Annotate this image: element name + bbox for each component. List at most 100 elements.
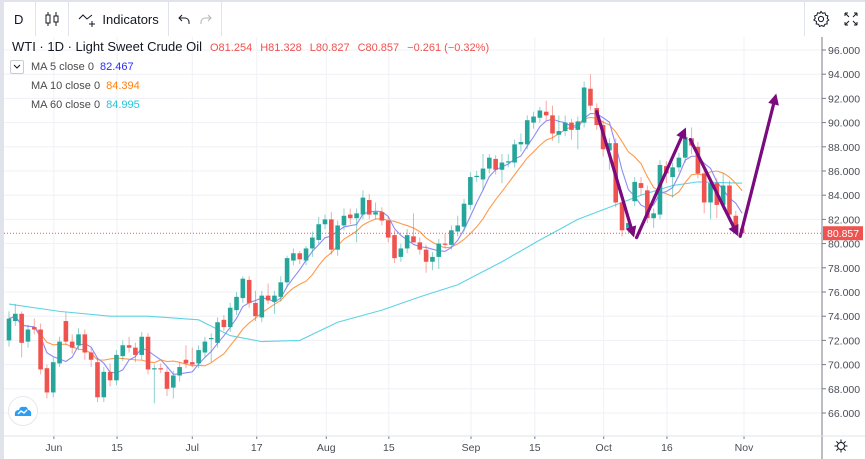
last-price-label: 80.857	[827, 228, 859, 240]
annotation-arrow[interactable]	[738, 93, 779, 238]
tradingview-logo-icon	[14, 406, 32, 416]
candle	[6, 311, 12, 347]
interval-label: D	[14, 11, 24, 27]
candle-body-down	[133, 347, 138, 355]
candle	[487, 154, 492, 174]
candle-body-up	[272, 295, 277, 302]
candle	[63, 312, 69, 346]
candle-body-down	[95, 362, 100, 398]
candle-body-down	[550, 115, 555, 134]
candle-body-down	[265, 295, 271, 301]
fullscreen-button[interactable]	[837, 2, 865, 36]
candle	[227, 302, 233, 332]
candle	[297, 250, 303, 265]
ma60-value: 84.995	[106, 98, 140, 111]
y-tick-label: 86.000	[828, 166, 860, 178]
candle-body-down	[619, 202, 625, 231]
candle-body-down	[423, 249, 429, 262]
candle-body-up	[234, 296, 239, 311]
candle-body-up	[455, 225, 461, 232]
candle-body-down	[645, 190, 650, 219]
candle	[550, 105, 555, 141]
candle	[562, 115, 568, 136]
undo-icon[interactable]	[178, 13, 190, 25]
interval-button[interactable]: D	[4, 2, 37, 36]
candle-body-down	[366, 200, 372, 215]
legend-ma5[interactable]: MA 5 close 0 82.467	[10, 57, 489, 76]
settings-button[interactable]	[804, 2, 837, 36]
candle-body-down	[183, 359, 189, 364]
annotation-arrow[interactable]	[595, 110, 637, 238]
left-border	[0, 0, 4, 459]
candle-body-down	[246, 279, 252, 303]
candle	[183, 345, 189, 369]
candle	[19, 311, 24, 358]
candle-body-up	[404, 235, 410, 249]
undo-redo-group	[169, 2, 222, 36]
candle	[676, 152, 682, 173]
symbol-title[interactable]: WTI · 1D · Light Sweet Crude Oil	[12, 39, 202, 54]
candle	[322, 214, 328, 230]
candle	[468, 172, 473, 210]
candle	[518, 133, 524, 152]
candle-body-up	[505, 161, 511, 163]
annotation-arrow[interactable]	[688, 137, 739, 237]
toolbar-right	[804, 2, 865, 36]
candle-body-up	[310, 237, 315, 249]
candle-body-up	[278, 282, 284, 297]
candle	[657, 160, 663, 220]
redo-icon[interactable]	[200, 13, 212, 25]
axis-settings-button[interactable]	[834, 439, 848, 458]
candle	[265, 283, 271, 305]
legend-ma10[interactable]: MA 10 close 0 84.394	[12, 76, 489, 95]
annotation-arrow[interactable]	[634, 127, 687, 240]
indicators-icon	[78, 11, 98, 27]
candle-body-down	[695, 146, 701, 174]
candle-body-down	[63, 321, 69, 342]
candle-body-down	[569, 122, 574, 130]
candle	[13, 304, 18, 326]
top-toolbar: D Indicators	[4, 2, 222, 36]
candle	[480, 154, 486, 191]
candle-body-up	[171, 375, 176, 388]
candle-body-down	[543, 111, 549, 116]
legend-ma60[interactable]: MA 60 close 0 84.995	[12, 95, 489, 114]
y-tick-label: 88.000	[828, 142, 860, 154]
indicators-label: Indicators	[102, 11, 159, 27]
ma10-line	[8, 116, 743, 367]
candle-body-up	[461, 203, 467, 227]
candle	[310, 231, 315, 257]
collapse-legend-button[interactable]	[10, 59, 24, 74]
tradingview-logo-button[interactable]	[8, 396, 38, 426]
candle	[240, 276, 246, 303]
arrow-shaft	[688, 137, 736, 229]
x-tick-label: Aug	[317, 442, 336, 454]
arrow-shaft	[595, 110, 633, 229]
candle-body-up	[518, 141, 524, 145]
y-tick-label: 96.000	[828, 45, 860, 57]
candle	[556, 115, 562, 144]
indicators-button[interactable]: Indicators	[69, 2, 169, 36]
candle-body-up	[708, 183, 713, 203]
x-tick-label: Sep	[462, 442, 481, 454]
candle-body-up	[474, 175, 479, 178]
candle-body-up	[398, 248, 404, 257]
candle	[430, 252, 435, 271]
last-price-label-bg	[823, 226, 863, 241]
candle	[474, 171, 479, 182]
candle	[385, 216, 391, 243]
y-tick-label: 82.000	[828, 214, 860, 226]
candle	[171, 370, 176, 399]
candle	[392, 230, 397, 263]
y-tick-label: 78.000	[828, 263, 860, 275]
ma60-label: MA 60 close 0	[31, 98, 101, 111]
candle-body-up	[468, 177, 473, 205]
candle-body-up	[57, 341, 62, 364]
candle	[524, 115, 530, 150]
candle	[335, 220, 340, 256]
legend-low: L80.827	[309, 42, 350, 54]
candle-body-down	[347, 214, 353, 219]
chart-type-button[interactable]	[36, 2, 70, 36]
